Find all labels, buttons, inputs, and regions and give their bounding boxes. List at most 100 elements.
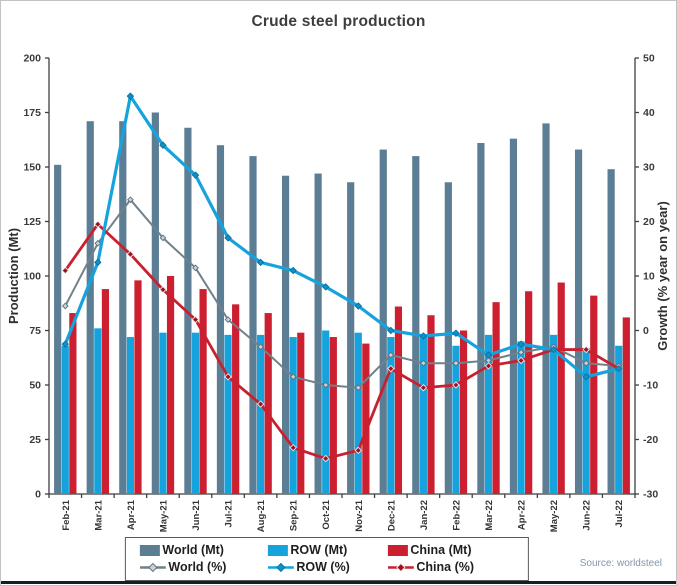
x-axis-month-label: Feb-22 (451, 500, 462, 531)
bar-world-mt- (607, 169, 615, 494)
line-row- (63, 94, 620, 379)
bar-world-mt- (574, 149, 583, 494)
bar-world-mt- (119, 121, 127, 494)
legend-item: World (%) (139, 560, 267, 574)
bar-china-mt- (166, 276, 175, 494)
legend-item: China (Mt) (387, 543, 515, 557)
x-axis-month-label: Jun-21 (191, 499, 202, 530)
legend-square-swatch (387, 544, 408, 556)
x-axis-month-label: Feb-21 (61, 499, 72, 530)
marker-world- (517, 348, 525, 356)
marker-row- (94, 258, 102, 267)
legend-item: China (%) (387, 560, 515, 574)
bar-world-mt- (54, 164, 62, 494)
x-axis-month-label: Aug-21 (256, 499, 267, 532)
bar-china-mt- (459, 330, 468, 494)
marker-china- (159, 285, 167, 294)
marker-row- (387, 326, 395, 335)
x-axis-month-label: Mar-21 (93, 499, 104, 530)
marker-world- (94, 239, 102, 247)
legend-line-diamond-swatch (267, 562, 294, 572)
bar-china-mt- (362, 343, 370, 494)
chart-title: Crude steel production (251, 13, 426, 30)
bar-row-mt- (289, 337, 297, 494)
x-axis-month-label: Jun-22 (582, 500, 593, 531)
bar-world-mt- (347, 182, 355, 494)
x-axis-month-label: Apr-21 (126, 499, 137, 530)
bar-world-mt- (151, 112, 159, 494)
bar-china-mt- (394, 306, 403, 494)
marker-world- (322, 381, 330, 389)
bar-china-mt- (492, 302, 500, 494)
x-axis-month-label: Dec-21 (386, 499, 397, 531)
legend-square-swatch (139, 544, 160, 556)
left-axis-tick-label: 25 (29, 434, 41, 446)
bar-china-mt- (101, 289, 110, 494)
bar-row-mt- (61, 345, 69, 494)
bar-row-mt- (615, 345, 623, 494)
legend-label: China (%) (416, 560, 475, 574)
right-axis-tick-label: 10 (643, 271, 655, 283)
bar-row-mt- (550, 334, 558, 494)
x-axis-month-label: Oct-21 (321, 499, 332, 529)
bar-world-mt- (249, 156, 257, 494)
bar-china-mt- (557, 282, 565, 494)
bar-row-mt- (224, 334, 232, 494)
marker-china- (61, 266, 70, 275)
legend-label: ROW (Mt) (290, 543, 348, 557)
bar-row-mt- (257, 334, 265, 494)
x-axis-month-label: Jul-21 (224, 499, 235, 527)
x-axis-month-label: Nov-21 (354, 499, 365, 531)
marker-row- (419, 332, 428, 340)
marker-row- (289, 266, 297, 275)
bar-world-mt- (412, 156, 420, 494)
legend-label: World (Mt) (162, 543, 224, 557)
bar-row-mt- (126, 337, 134, 494)
bar-world-mt- (216, 145, 225, 494)
x-axis-month-label: Jan-22 (419, 500, 430, 530)
bar-world-mt- (542, 123, 550, 495)
legend-item: ROW (Mt) (267, 543, 387, 557)
marker-row- (582, 373, 590, 381)
marker-china- (484, 362, 493, 370)
marker-world- (452, 359, 460, 367)
marker-world- (224, 316, 232, 323)
chart-legend: World (Mt) ROW (Mt) China (Mt) World (%) ROW… (124, 537, 529, 581)
bar-china-mt- (297, 332, 305, 494)
bar-row-mt- (387, 337, 395, 494)
right-axis-tick-label: 40 (643, 107, 655, 119)
bar-world-mt- (314, 173, 322, 495)
marker-world- (127, 196, 134, 204)
line-china- (64, 222, 620, 460)
marker-world- (289, 373, 297, 381)
right-axis-tick-label: -10 (643, 380, 658, 392)
bar-row-mt- (322, 330, 330, 494)
marker-china- (354, 446, 363, 455)
marker-china- (387, 364, 395, 373)
bar-china-mt- (590, 295, 598, 494)
bar-china-mt- (622, 317, 630, 494)
marker-world- (257, 343, 264, 351)
marker-row- (517, 340, 525, 348)
left-axis-tick-label: 175 (23, 107, 41, 119)
legend-label: China (Mt) (410, 543, 472, 557)
marker-row- (191, 171, 200, 179)
left-axis-tick-label: 75 (29, 325, 41, 337)
bar-world-mt- (444, 182, 452, 494)
marker-row- (159, 141, 167, 149)
marker-china- (126, 250, 135, 258)
bar-world-mt- (509, 138, 518, 494)
marker-china- (452, 381, 460, 389)
marker-world- (61, 302, 69, 310)
bar-row-mt- (582, 347, 590, 494)
bar-world-mt- (86, 121, 94, 494)
marker-china- (582, 345, 590, 354)
marker-world- (387, 351, 395, 359)
marker-world- (159, 234, 167, 242)
marker-row- (484, 351, 493, 359)
right-axis-tick-label: -20 (643, 434, 658, 446)
right-axis-tick-label: 0 (643, 325, 649, 337)
marker-row- (354, 302, 363, 310)
x-axis-month-label: Mar-22 (484, 500, 495, 531)
